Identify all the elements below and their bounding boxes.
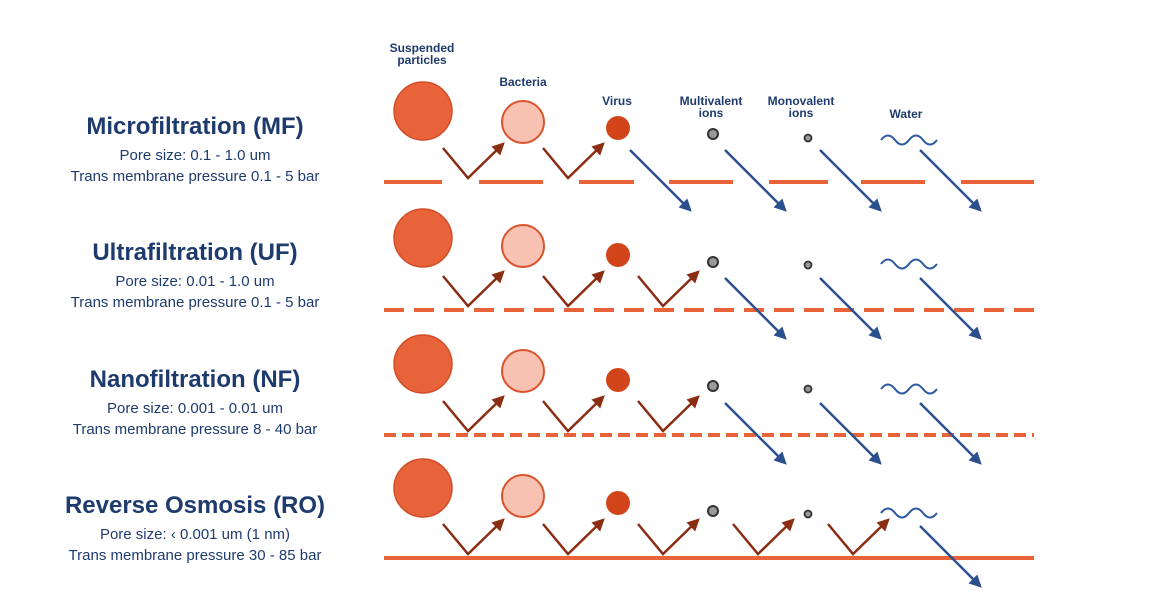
suspended-particle-icon <box>393 81 453 141</box>
pressure: Trans membrane pressure 8 - 40 bar <box>72 421 318 438</box>
label-line: Water <box>889 107 923 121</box>
reject-arrow-icon <box>442 395 505 433</box>
bacteria-icon <box>501 474 545 518</box>
column-label-water: Water <box>851 108 961 120</box>
pass-arrow-icon <box>724 149 787 212</box>
virus-icon <box>606 116 630 140</box>
process-title: Ultrafiltration (UF) <box>92 239 298 266</box>
virus-icon <box>606 491 630 515</box>
pore-size: Pore size: 0.01 - 1.0 um <box>115 273 275 290</box>
bacteria-icon <box>501 100 545 144</box>
suspended-particle-icon <box>393 208 453 268</box>
pass-arrow-icon <box>819 402 882 465</box>
suspended-particle-icon <box>393 458 453 518</box>
monovalent-ion-icon <box>803 133 813 143</box>
process-ultrafiltration: Ultrafiltration (UF) Pore size: 0.01 - 1… <box>0 239 390 313</box>
virus-icon <box>606 243 630 267</box>
multivalent-ion-icon <box>707 505 719 517</box>
pass-arrow-icon <box>629 149 692 212</box>
label-line: ions <box>698 106 724 120</box>
label-line: Bacteria <box>499 75 547 89</box>
bacteria-icon <box>501 349 545 393</box>
column-label-virus: Virus <box>562 95 672 107</box>
process-nanofiltration: Nanofiltration (NF) Pore size: 0.001 - 0… <box>0 366 390 440</box>
multivalent-ion-icon <box>707 380 719 392</box>
reject-arrow-icon <box>732 518 795 556</box>
suspended-particle-icon <box>393 334 453 394</box>
monovalent-ion-icon <box>803 384 813 394</box>
label-line: ions <box>788 106 814 120</box>
pore-size: Pore size: ‹ 0.001 um (1 nm) <box>99 526 291 543</box>
column-label-suspended-particles: Suspended particles <box>367 42 477 66</box>
pass-arrow-icon <box>819 277 882 340</box>
bacteria-icon <box>501 224 545 268</box>
process-title: Reverse Osmosis (RO) <box>64 492 326 519</box>
column-label-multivalent-ions: Multivalent ions <box>656 95 766 119</box>
water-wave-icon <box>880 258 938 270</box>
label-line: particles <box>397 53 447 67</box>
multivalent-ion-icon <box>707 128 719 140</box>
virus-icon <box>606 368 630 392</box>
multivalent-ion-icon <box>707 256 719 268</box>
process-title: Microfiltration (MF) <box>86 113 304 140</box>
process-reverse-osmosis: Reverse Osmosis (RO) Pore size: ‹ 0.001 … <box>0 492 390 566</box>
pore-size: Pore size: 0.001 - 0.01 um <box>107 400 283 417</box>
label-line: Suspended <box>389 41 455 55</box>
pore-size: Pore size: 0.1 - 1.0 um <box>119 147 271 164</box>
reject-arrow-icon <box>637 270 700 308</box>
reject-arrow-icon <box>542 395 605 433</box>
pass-arrow-icon <box>724 402 787 465</box>
reject-arrow-icon <box>542 142 605 180</box>
column-label-monovalent-ions: Monovalent ions <box>746 95 856 119</box>
water-wave-icon <box>880 507 938 519</box>
water-wave-icon <box>880 134 938 146</box>
reject-arrow-icon <box>542 518 605 556</box>
reject-arrow-icon <box>442 270 505 308</box>
label-line: Multivalent <box>679 94 743 108</box>
process-microfiltration: Microfiltration (MF) Pore size: 0.1 - 1.… <box>0 113 390 187</box>
pass-arrow-icon <box>724 277 787 340</box>
column-label-bacteria: Bacteria <box>468 76 578 88</box>
monovalent-ion-icon <box>803 509 813 519</box>
pass-arrow-icon <box>919 402 982 465</box>
reject-arrow-icon <box>542 270 605 308</box>
monovalent-ion-icon <box>803 260 813 270</box>
water-wave-icon <box>880 383 938 395</box>
pressure: Trans membrane pressure 0.1 - 5 bar <box>70 294 320 311</box>
reject-arrow-icon <box>827 518 890 556</box>
reject-arrow-icon <box>637 518 700 556</box>
reject-arrow-icon <box>442 518 505 556</box>
pass-arrow-icon <box>819 149 882 212</box>
pass-arrow-icon <box>919 149 982 212</box>
pressure: Trans membrane pressure 0.1 - 5 bar <box>70 168 320 185</box>
reject-arrow-icon <box>637 395 700 433</box>
process-title: Nanofiltration (NF) <box>89 366 301 393</box>
pass-arrow-icon <box>919 525 982 588</box>
label-line: Virus <box>602 94 632 108</box>
pass-arrow-icon <box>919 277 982 340</box>
pressure: Trans membrane pressure 30 - 85 bar <box>68 547 322 564</box>
reject-arrow-icon <box>442 142 505 180</box>
label-line: Monovalent <box>767 94 835 108</box>
